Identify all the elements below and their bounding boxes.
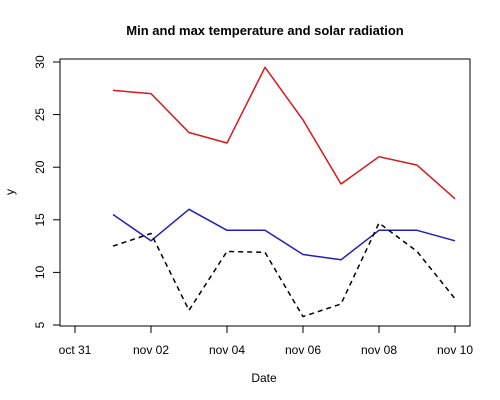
y-tick-label: 10: [33, 265, 47, 279]
y-ticks: 5 10 15 20 25 30: [33, 55, 60, 328]
plot-area: [59, 58, 471, 327]
x-tick-label: nov 02: [133, 343, 169, 357]
chart-title: Min and max temperature and solar radiat…: [126, 23, 403, 38]
series-line-2: [112, 208, 456, 261]
x-tick-label: nov 04: [209, 343, 245, 357]
x-tick-label: nov 08: [361, 343, 397, 357]
y-tick-label: 20: [33, 160, 47, 174]
x-ticks: oct 31 nov 02 nov 04 nov 06 nov 08 nov 10: [59, 326, 473, 357]
y-tick-label: 5: [33, 321, 47, 328]
series-line-3: [112, 222, 456, 318]
series-line-1: [112, 66, 456, 200]
y-axis-label: y: [3, 189, 17, 195]
x-axis-label: Date: [251, 371, 277, 385]
y-tick-label: 15: [33, 213, 47, 227]
x-tick-label: oct 31: [59, 343, 92, 357]
series-layer: [112, 66, 456, 318]
y-tick-label: 30: [33, 55, 47, 69]
x-tick-label: nov 06: [285, 343, 321, 357]
x-tick-label: nov 10: [437, 343, 473, 357]
y-tick-label: 25: [33, 108, 47, 122]
